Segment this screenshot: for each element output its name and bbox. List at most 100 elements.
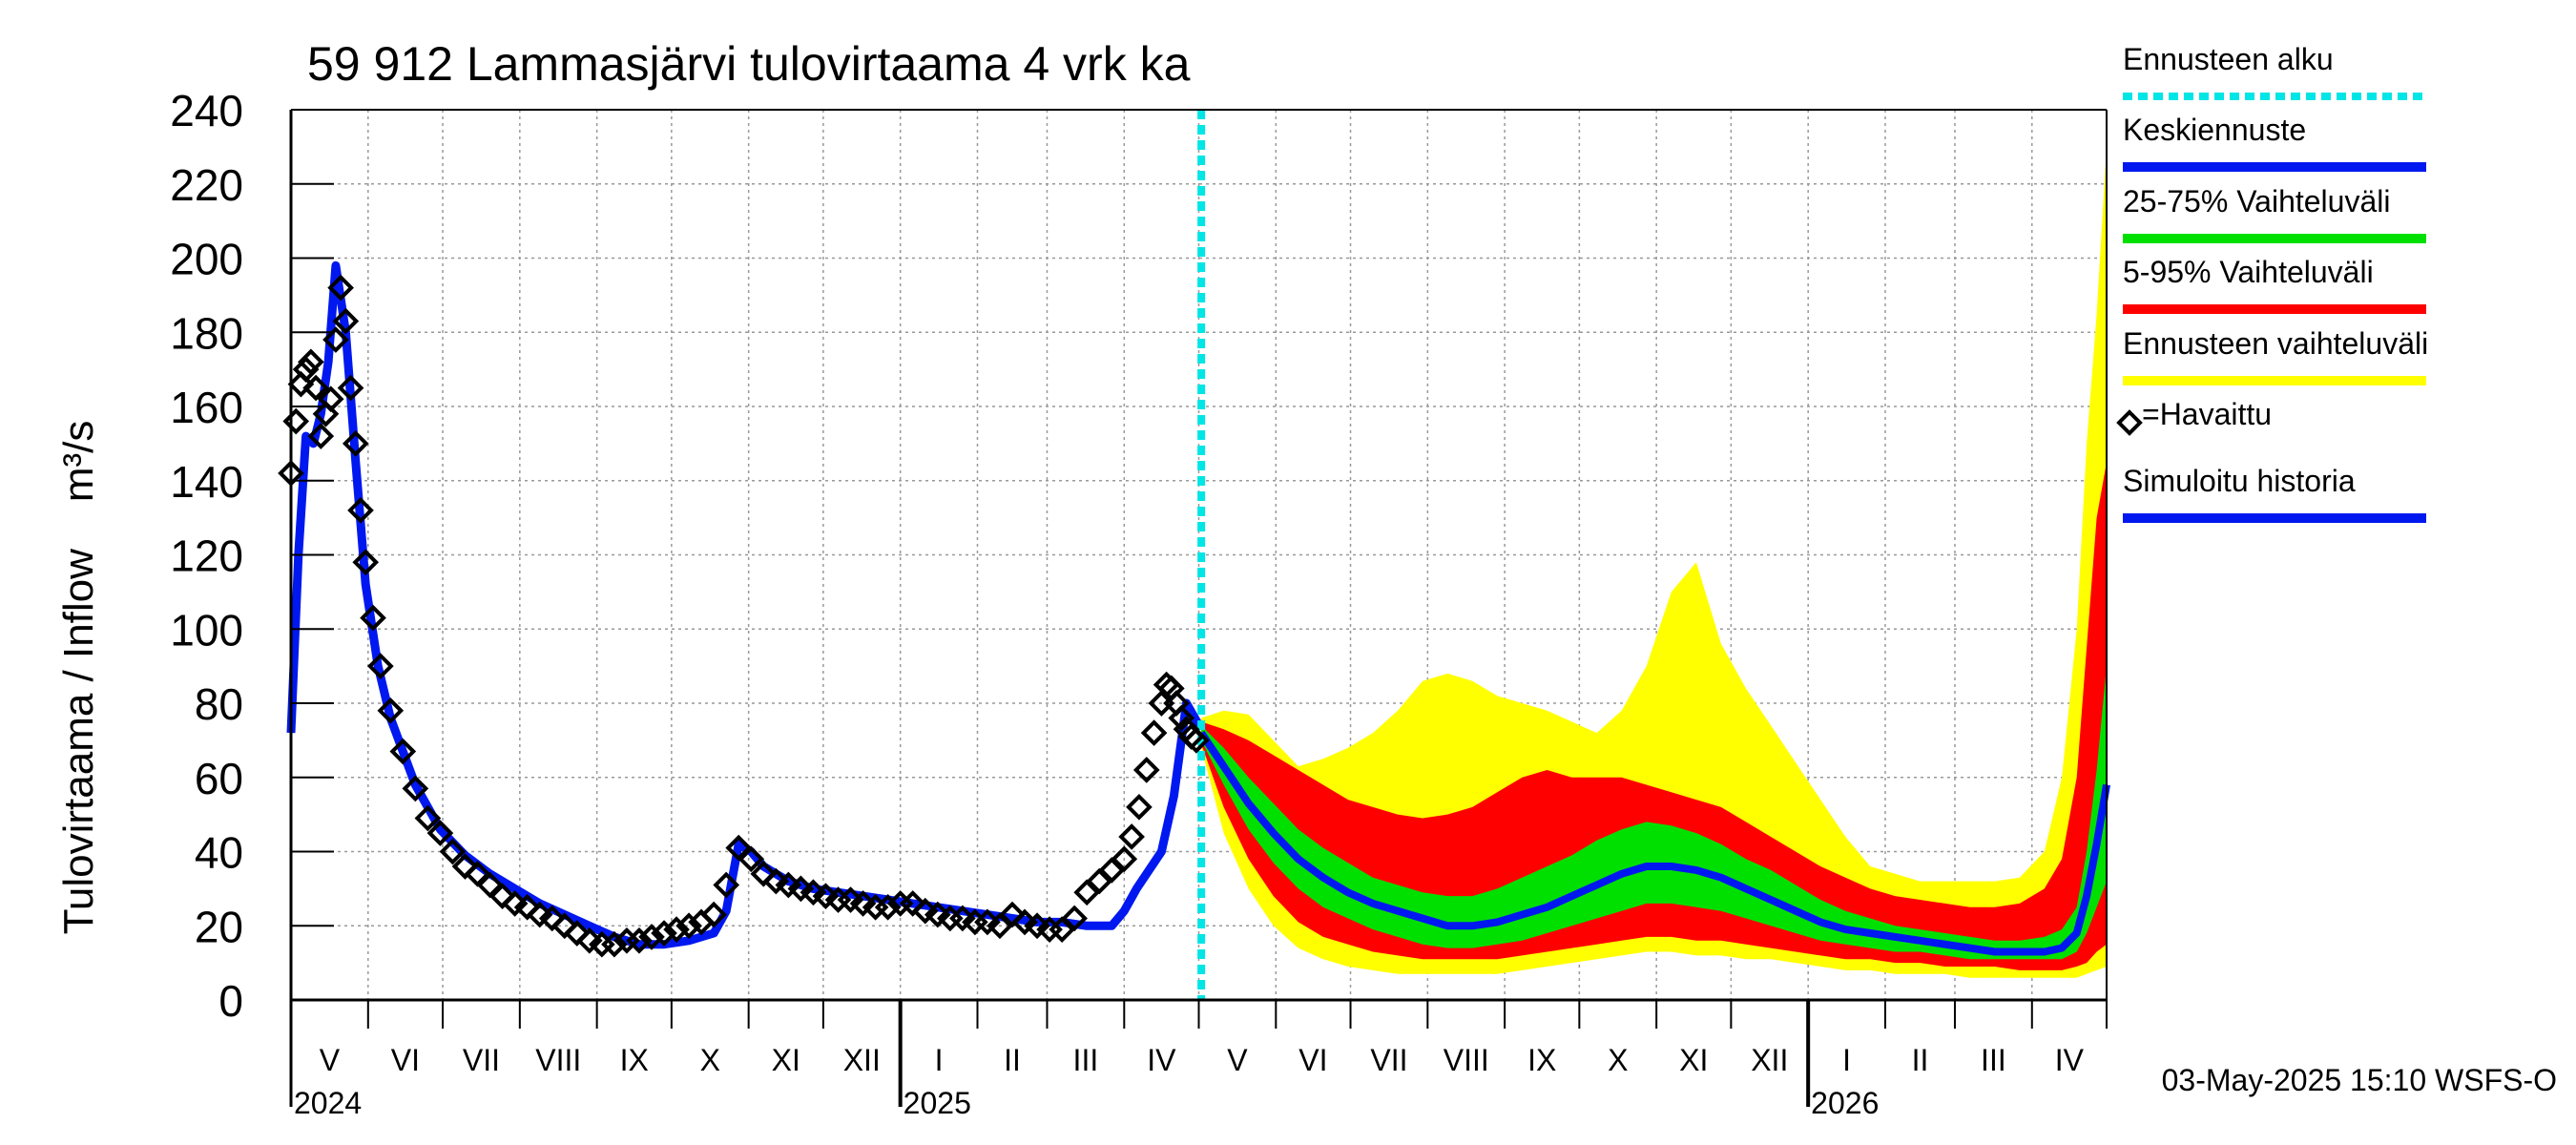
y-tick-label: 80 bbox=[195, 679, 243, 729]
observed-point bbox=[317, 385, 344, 413]
observed-point bbox=[342, 430, 369, 457]
observed-point bbox=[700, 901, 727, 928]
observed-point bbox=[563, 920, 591, 947]
legend-label: =Havaittu bbox=[2142, 397, 2272, 431]
observed-point bbox=[551, 912, 578, 940]
observed-point bbox=[1132, 757, 1160, 783]
y-tick-label: 0 bbox=[218, 976, 243, 1026]
legend: Ennusteen alku Keskiennuste 25-75% Vaihtel… bbox=[2116, 42, 2428, 523]
observed-point bbox=[327, 274, 354, 302]
simulated-history-line bbox=[286, 260, 1206, 949]
forecast-range-band bbox=[1201, 146, 2107, 978]
observed-point bbox=[750, 860, 778, 887]
month-label: I bbox=[935, 1043, 944, 1077]
month-label: X bbox=[700, 1043, 720, 1077]
observed-point bbox=[322, 326, 349, 353]
y-tick-label: 180 bbox=[170, 308, 243, 358]
year-label: 2024 bbox=[294, 1086, 362, 1120]
legend-label: Ennusteen vaihteluväli bbox=[2123, 326, 2428, 361]
month-label: I bbox=[1842, 1043, 1851, 1077]
y-tick-label: 240 bbox=[170, 86, 243, 135]
observed-point bbox=[426, 820, 454, 846]
observed-point bbox=[1111, 845, 1138, 873]
month-label: XI bbox=[772, 1043, 800, 1077]
observed-point bbox=[713, 871, 740, 899]
month-label: VI bbox=[391, 1043, 420, 1077]
observed-point bbox=[626, 926, 653, 954]
p5-95-band bbox=[1201, 462, 2107, 970]
observed-point bbox=[337, 374, 364, 402]
observed-point bbox=[367, 653, 394, 679]
y-tick-label: 200 bbox=[170, 235, 243, 284]
y-axis-label: Tulovirtaama / Inflow m³/s bbox=[55, 421, 102, 935]
observed-point bbox=[347, 497, 374, 524]
observed-point bbox=[513, 893, 541, 921]
observed-point bbox=[638, 924, 665, 950]
month-label: III bbox=[1073, 1043, 1099, 1077]
y-tick-label: 60 bbox=[195, 754, 243, 803]
observed-point bbox=[287, 370, 315, 398]
observed-point bbox=[874, 893, 902, 921]
observed-markers bbox=[278, 274, 1210, 958]
y-tick-label: 40 bbox=[195, 828, 243, 878]
month-label: XI bbox=[1679, 1043, 1708, 1077]
month-label: VII bbox=[463, 1043, 500, 1077]
month-label: VI bbox=[1298, 1043, 1327, 1077]
y-tick-label: 160 bbox=[170, 383, 243, 432]
observed-point bbox=[451, 853, 479, 880]
legend-label: Simuloitu historia bbox=[2123, 464, 2356, 498]
observed-point bbox=[402, 775, 429, 802]
y-tick-label: 220 bbox=[170, 160, 243, 210]
month-label: II bbox=[1912, 1043, 1929, 1077]
y-tick-labels: 0 20 40 60 80 100 120 140 160 180 200 220 240 bbox=[170, 86, 243, 1026]
y-tick-label: 20 bbox=[195, 902, 243, 951]
month-label: IV bbox=[2055, 1043, 2085, 1077]
observed-point bbox=[899, 890, 926, 917]
observed-point bbox=[307, 423, 335, 449]
chart-title: 59 912 Lammasjärvi tulovirtaama 4 vrk ka bbox=[307, 37, 1191, 91]
month-label: IX bbox=[1527, 1043, 1556, 1077]
month-label: XII bbox=[1751, 1043, 1788, 1077]
month-label: V bbox=[1227, 1043, 1248, 1077]
observed-point bbox=[292, 356, 320, 383]
month-label: IV bbox=[1147, 1043, 1176, 1077]
observed-point bbox=[999, 901, 1026, 928]
observed-point bbox=[538, 905, 566, 932]
footer-timestamp: 03-May-2025 15:10 WSFS-O bbox=[2162, 1063, 2557, 1097]
year-label: 2026 bbox=[1811, 1086, 1879, 1120]
observed-point bbox=[1061, 905, 1088, 932]
observed-point bbox=[439, 838, 467, 865]
observed-point bbox=[282, 407, 310, 435]
observed-point bbox=[1140, 719, 1168, 746]
median-forecast-line bbox=[1197, 730, 2110, 956]
observed-point bbox=[675, 912, 702, 940]
month-label: XII bbox=[843, 1043, 881, 1077]
observed-point bbox=[312, 400, 340, 427]
legend-label: Keskiennuste bbox=[2123, 113, 2306, 147]
y-tick-label: 120 bbox=[170, 531, 243, 581]
observed-point bbox=[1183, 727, 1210, 754]
observed-point bbox=[352, 549, 380, 576]
y-tick-label: 140 bbox=[170, 457, 243, 507]
x-month-labels: V VI VII VIII IX X XI XII I II III IV V VI VII VIII IX X X… bbox=[294, 1043, 2085, 1120]
month-label: X bbox=[1608, 1043, 1628, 1077]
observed-point bbox=[414, 804, 442, 832]
observed-point bbox=[302, 374, 329, 402]
legend-label: Ennusteen alku bbox=[2123, 42, 2334, 76]
observed-point bbox=[488, 883, 516, 909]
month-label: VIII bbox=[1444, 1043, 1489, 1077]
observed-point bbox=[360, 604, 386, 632]
legend-observed-marker bbox=[2116, 409, 2143, 436]
observed-point bbox=[1168, 704, 1195, 732]
observed-point bbox=[298, 348, 324, 376]
month-label: V bbox=[320, 1043, 341, 1077]
forecast-bands bbox=[1201, 146, 2107, 978]
series bbox=[286, 110, 2110, 1000]
month-label: VII bbox=[1370, 1043, 1407, 1077]
observed-point bbox=[601, 930, 628, 958]
month-label: II bbox=[1004, 1043, 1021, 1077]
observed-point bbox=[737, 845, 765, 873]
observed-point bbox=[389, 738, 417, 765]
observed-point bbox=[1126, 794, 1153, 821]
